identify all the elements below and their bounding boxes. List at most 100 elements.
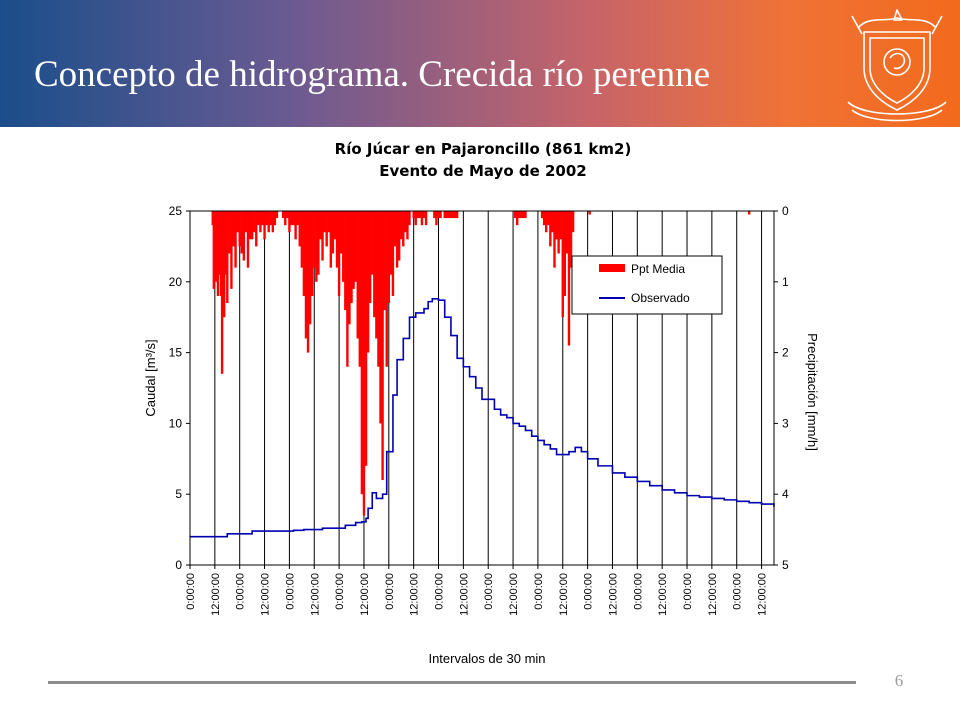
precip-bar bbox=[553, 211, 556, 268]
precip-bar bbox=[371, 211, 374, 275]
precip-bar bbox=[375, 211, 378, 339]
precip-bar bbox=[445, 211, 448, 219]
precip-bar bbox=[348, 211, 351, 325]
precip-bar bbox=[267, 211, 270, 233]
precip-bar bbox=[298, 211, 301, 247]
precip-bar bbox=[412, 211, 415, 219]
y2-tick-label: 5 bbox=[782, 558, 789, 572]
precip-bar bbox=[408, 211, 411, 226]
observed-point bbox=[396, 359, 398, 361]
observed-point bbox=[698, 496, 701, 498]
precip-bar bbox=[397, 211, 401, 261]
observed-point bbox=[549, 448, 551, 450]
observed-point bbox=[574, 446, 576, 449]
x-tick-label: 0:00:00 bbox=[434, 573, 446, 610]
precip-bar bbox=[342, 211, 345, 282]
precip-bar bbox=[281, 211, 285, 219]
observed-point bbox=[736, 500, 738, 502]
observed-point bbox=[462, 366, 464, 368]
precip-bar bbox=[302, 211, 306, 296]
observed-point bbox=[555, 453, 558, 456]
precip-bar bbox=[288, 211, 291, 233]
precip-bar bbox=[360, 211, 364, 495]
x-tick-label: 12:00:00 bbox=[210, 573, 222, 616]
precip-bar bbox=[569, 211, 573, 268]
precip-bar bbox=[321, 211, 324, 261]
precip-bar bbox=[373, 211, 376, 318]
observed-point bbox=[431, 298, 433, 300]
precip-bar bbox=[304, 211, 308, 339]
precip-bar bbox=[358, 211, 362, 367]
precip-bar bbox=[296, 211, 299, 226]
precip-bar bbox=[422, 211, 426, 219]
observed-point bbox=[408, 316, 411, 318]
y2-tick-label: 1 bbox=[782, 275, 789, 289]
precip-bar bbox=[269, 211, 272, 226]
precip-bar bbox=[275, 211, 279, 219]
precip-bar bbox=[317, 211, 320, 275]
observed-point bbox=[518, 425, 520, 427]
observed-point bbox=[450, 335, 452, 337]
precip-bar bbox=[263, 211, 266, 240]
x-tick-label: 0:00:00 bbox=[384, 573, 396, 610]
observed-point bbox=[748, 502, 750, 504]
hydrograph-chart: Río Júcar en Pajaroncillo (861 km2) Even… bbox=[143, 140, 820, 666]
x-tick-label: 12:00:00 bbox=[757, 573, 769, 616]
y-axis-label: Caudal [m³/s] bbox=[143, 339, 158, 416]
observed-point bbox=[220, 536, 222, 538]
precip-bar bbox=[319, 211, 322, 240]
precip-bar bbox=[364, 211, 368, 466]
precip-bar bbox=[350, 211, 353, 304]
precip-bar bbox=[290, 211, 293, 226]
precip-bar bbox=[418, 211, 422, 219]
precip-bar bbox=[559, 211, 562, 240]
x-tick-label: 12:00:00 bbox=[707, 573, 719, 616]
precip-bar bbox=[335, 211, 339, 268]
precip-bar bbox=[404, 211, 407, 233]
observed-point bbox=[587, 458, 589, 460]
x-tick-label: 12:00:00 bbox=[607, 573, 619, 616]
precip-bar bbox=[377, 211, 380, 367]
precip-bar bbox=[327, 211, 330, 233]
observed-point bbox=[543, 444, 545, 446]
precip-bar bbox=[747, 211, 751, 215]
precip-bar bbox=[588, 211, 591, 215]
x-tick-label: 0:00:00 bbox=[185, 573, 197, 610]
precip-bar bbox=[420, 211, 424, 226]
observed-point bbox=[493, 408, 496, 410]
precip-bar bbox=[567, 211, 571, 346]
precip-bar bbox=[387, 211, 391, 304]
precip-bar bbox=[265, 211, 268, 226]
precip-bar bbox=[400, 211, 403, 240]
precip-bar bbox=[385, 211, 388, 367]
precip-bar bbox=[310, 211, 314, 296]
observed-point bbox=[562, 453, 564, 456]
observed-flow-series bbox=[189, 297, 775, 538]
observed-point bbox=[367, 507, 369, 509]
precip-bar bbox=[257, 211, 260, 226]
observed-point bbox=[313, 529, 315, 531]
y-tick-label: 25 bbox=[169, 204, 183, 218]
precip-bar bbox=[294, 211, 297, 240]
observed-point bbox=[381, 493, 384, 495]
precip-bar bbox=[354, 211, 357, 282]
precip-bar bbox=[389, 211, 393, 275]
slide-title: Concepto de hidrograma. Crecida río pere… bbox=[34, 54, 711, 95]
observed-point bbox=[506, 417, 508, 419]
precip-bar bbox=[455, 211, 459, 219]
precip-bar bbox=[306, 211, 310, 353]
observed-point bbox=[226, 533, 228, 535]
x-axis-ticks: 0:00:00 12:00:00 0:00:00 12:00:00 0:00:00 12:… bbox=[185, 565, 769, 616]
precip-bar bbox=[236, 211, 239, 233]
precip-bar bbox=[300, 211, 304, 268]
legend: Ppt Media Observado bbox=[571, 255, 723, 315]
precip-bar bbox=[315, 211, 318, 282]
precip-bar bbox=[449, 211, 453, 219]
x-tick-label: 0:00:00 bbox=[483, 573, 495, 610]
precip-bar bbox=[516, 211, 519, 226]
x-tick-label: 12:00:00 bbox=[558, 573, 570, 616]
right-axis-ticks: 0 1 2 3 4 5 bbox=[774, 204, 789, 572]
precip-bar bbox=[555, 211, 558, 240]
observed-point bbox=[437, 299, 440, 301]
observed-point bbox=[338, 527, 340, 529]
